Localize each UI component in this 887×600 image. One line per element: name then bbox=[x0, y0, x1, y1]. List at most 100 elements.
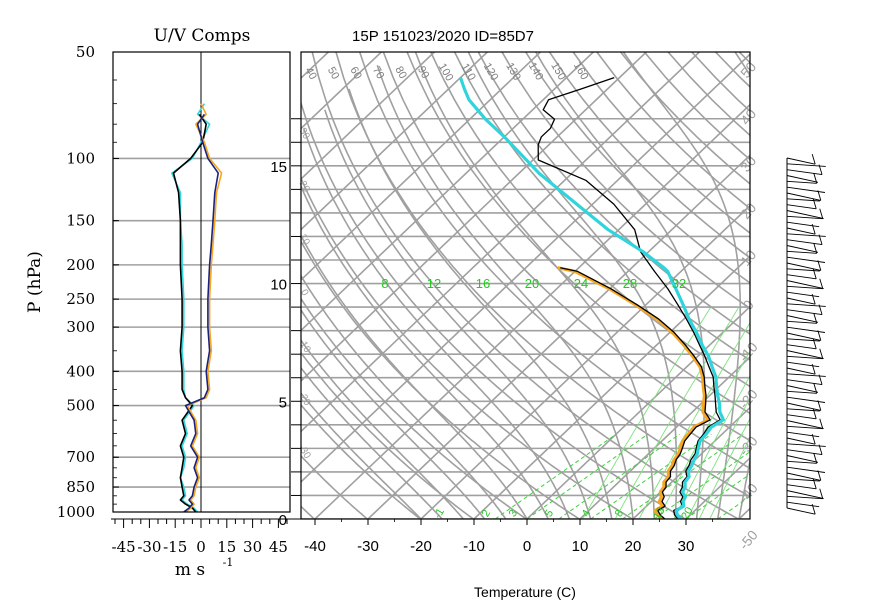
mixing-ratio-label: 32 bbox=[672, 276, 686, 291]
dry-adiabat bbox=[358, 52, 750, 470]
wind-barb-flag bbox=[817, 400, 822, 411]
temperature-tick-label: -20 bbox=[410, 538, 432, 555]
low-level-dashed-line bbox=[558, 433, 680, 519]
isotherm-line bbox=[301, 52, 647, 383]
wind-barb bbox=[786, 280, 824, 289]
skewt-series bbox=[458, 76, 726, 519]
isotherm-line bbox=[301, 52, 488, 231]
temperature-tick-label: 10 bbox=[572, 538, 589, 555]
wind-barb-flag bbox=[819, 488, 824, 499]
temperature-tick-label: -10 bbox=[463, 538, 485, 555]
low-level-dashed-line bbox=[622, 433, 744, 519]
left-x-axis-label: m s bbox=[175, 560, 205, 580]
wind-x-tick-label: 0 bbox=[196, 538, 206, 556]
wind-barb bbox=[786, 478, 820, 482]
wind-barb bbox=[786, 233, 826, 237]
mixing-ratio-line bbox=[698, 417, 750, 519]
wind-barb bbox=[786, 297, 816, 305]
isotherm-right-label: -50 bbox=[736, 527, 761, 553]
wind-barb bbox=[786, 455, 819, 463]
profile-line bbox=[557, 266, 710, 519]
moist-adiabat bbox=[301, 308, 486, 519]
isotherm-line bbox=[526, 305, 750, 519]
pressure-tick-label: 850 bbox=[66, 478, 95, 496]
pressure-tick-label: 400 bbox=[66, 362, 95, 380]
wind-barb bbox=[786, 408, 820, 412]
bottom-green-label: 3 bbox=[507, 508, 520, 519]
wind-barb bbox=[786, 285, 823, 290]
wind-barb bbox=[786, 175, 819, 183]
wind-barb bbox=[786, 215, 823, 220]
wind-barb bbox=[786, 180, 817, 184]
dry-adiabat bbox=[382, 52, 750, 442]
low-level-dashed-line bbox=[494, 433, 617, 519]
wind-x-tick-label: -15 bbox=[163, 538, 187, 556]
mixing-ratio-line bbox=[614, 307, 739, 519]
wind-barb bbox=[786, 373, 826, 377]
moist-adiabat bbox=[414, 52, 656, 519]
wind-barb bbox=[786, 204, 817, 210]
mixing-ratio-line bbox=[582, 307, 711, 519]
temperature-tick-label: 20 bbox=[625, 538, 642, 555]
dry-adiabat bbox=[301, 239, 581, 519]
bottom-green-label: 2 bbox=[480, 508, 493, 519]
mixing-ratio-label: 28 bbox=[623, 276, 637, 291]
profile-line bbox=[458, 77, 726, 519]
left-grid bbox=[113, 52, 290, 512]
dry-adiabat bbox=[429, 52, 750, 388]
dry-adiabat bbox=[311, 52, 740, 519]
wind-barb bbox=[786, 420, 824, 429]
mixing-ratio-line bbox=[686, 397, 750, 519]
wind-barb-flag bbox=[817, 260, 822, 271]
skewt-panel-frame bbox=[300, 51, 751, 520]
moist-adiabat bbox=[301, 274, 507, 519]
wind-barb bbox=[786, 484, 817, 490]
bottom-green-label: 5 bbox=[543, 508, 556, 519]
moist-adiabat bbox=[301, 184, 549, 519]
wind-barb bbox=[786, 472, 821, 481]
wind-component-line bbox=[183, 113, 219, 512]
low-level-dashed-line bbox=[653, 451, 750, 519]
isotherm-line bbox=[301, 52, 541, 282]
theta-label: 120 bbox=[481, 61, 501, 83]
temperature-tick-label: -30 bbox=[357, 538, 379, 555]
theta-label: 80 bbox=[392, 64, 409, 81]
moist-adiabat bbox=[734, 52, 750, 519]
pressure-tick-label: 50 bbox=[76, 43, 95, 61]
wind-barbs bbox=[786, 154, 826, 515]
wind-barb bbox=[786, 355, 823, 360]
theta-label: 40 bbox=[302, 65, 319, 82]
mixing-ratio-label: 8 bbox=[381, 276, 388, 291]
temperature-tick-label: 30 bbox=[678, 538, 695, 555]
wind-barb bbox=[786, 361, 820, 368]
wind-barb bbox=[786, 163, 826, 167]
wind-barb bbox=[786, 379, 823, 386]
temperature-tick-label: -40 bbox=[304, 538, 326, 555]
pressure-tick-label: 500 bbox=[66, 397, 95, 415]
mixing-ratio-label: 24 bbox=[574, 276, 588, 291]
wind-barb bbox=[786, 460, 817, 464]
isotherm-right-label: -40 bbox=[736, 480, 761, 506]
height-tick-label: 15 bbox=[270, 159, 287, 176]
wind-barb bbox=[786, 344, 817, 350]
wind-barb bbox=[786, 169, 823, 176]
wind-barb bbox=[786, 303, 826, 307]
dry-adiabat bbox=[406, 52, 750, 415]
wind-barb bbox=[786, 268, 820, 272]
theta-label: 90 bbox=[415, 64, 432, 81]
wind-component-line bbox=[185, 103, 223, 512]
wind-barb bbox=[786, 245, 819, 253]
wind-barb-flag bbox=[817, 330, 822, 341]
theta-label: 100 bbox=[436, 61, 456, 83]
low-level-dashed-line bbox=[717, 495, 750, 519]
wind-barb bbox=[786, 385, 819, 393]
pressure-tick-label: 250 bbox=[66, 290, 95, 308]
dry-adiabat bbox=[524, 52, 750, 284]
wind-barb bbox=[786, 338, 820, 342]
pressure-tick-label: 700 bbox=[66, 448, 95, 466]
wind-barb-flag bbox=[817, 470, 822, 481]
dry-adiabat bbox=[301, 454, 369, 519]
wind-barb bbox=[786, 239, 823, 246]
left-edge-label: -30 bbox=[296, 443, 313, 461]
